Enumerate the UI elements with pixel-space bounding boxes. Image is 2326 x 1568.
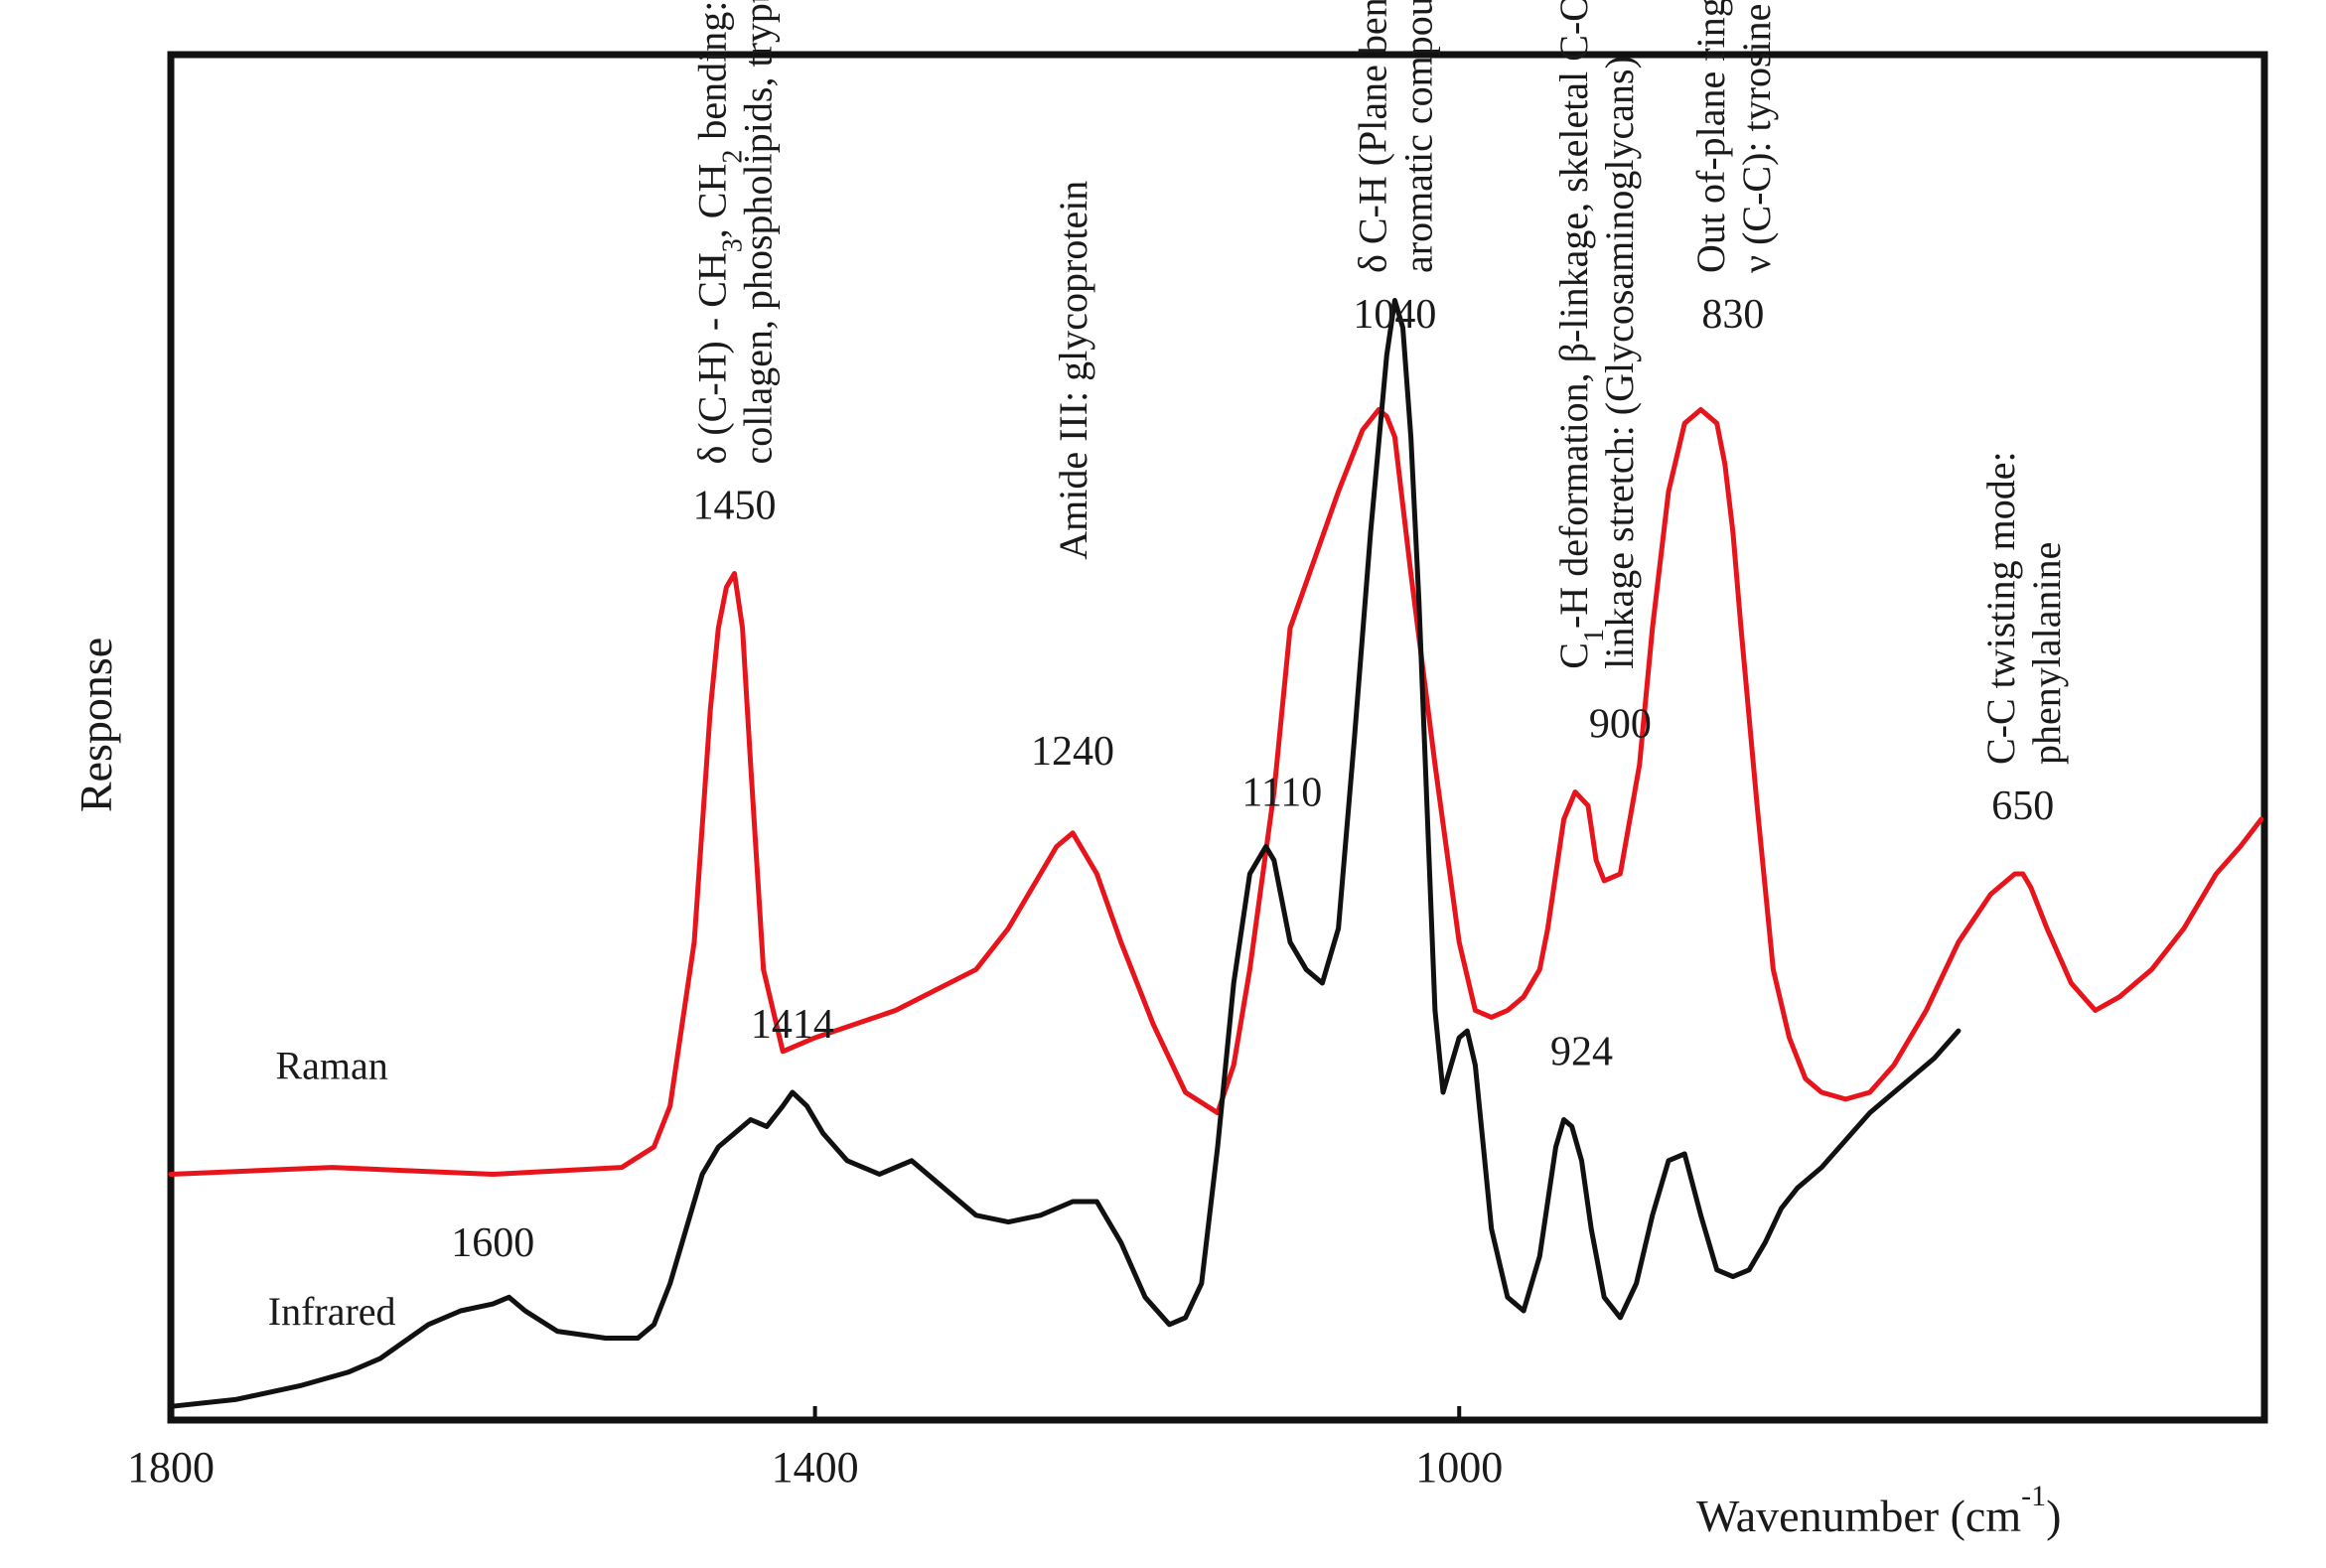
x-tick-label-1800: 1800: [127, 1443, 215, 1492]
peak-label-1600: 1600: [451, 1220, 534, 1266]
peak-label-650: 650: [1991, 784, 2054, 829]
x-tick-label-1400: 1400: [772, 1443, 859, 1492]
peak-label-900: 900: [1589, 702, 1652, 748]
x-axis-title-exponent: -1: [2021, 1480, 2046, 1512]
x-tick-label-1000: 1000: [1415, 1443, 1503, 1492]
band-annotation-ring-breathing: Out of-plane ring breathing ν (C-C): tyro…: [1688, 0, 1779, 273]
band-annotation-line: ν (C-C): tyrosine: [1734, 4, 1779, 273]
y-axis-title: Response: [71, 638, 121, 812]
band-annotation-line: C1-H deformation, β-linkage, skeletal C-…: [1551, 0, 1610, 669]
x-axis-title-main: Wavenumber (cm: [1696, 1491, 2021, 1541]
peak-label-924: 924: [1550, 1030, 1613, 1075]
series-line-raman: [168, 407, 2264, 1177]
band-annotation-line: aromatic compound:: [1395, 0, 1440, 273]
band-annotation-line: δ C-H (Plane bending): [1350, 0, 1394, 273]
peak-label-1450: 1450: [693, 484, 777, 529]
x-axis-title-close: ): [2046, 1491, 2061, 1541]
band-annotation-line: Amide III: glycoprotein: [1051, 181, 1095, 560]
band-annotation-c1h-deformation: C1-H deformation, β-linkage, skeletal C-…: [1551, 0, 1642, 669]
band-annotation-plane-bending: δ C-H (Plane bending) aromatic compound:: [1350, 0, 1440, 273]
band-annotation-line: C-C twisting mode:: [1978, 451, 2023, 765]
series-label-infrared: Infrared: [268, 1289, 396, 1334]
band-annotation-line: linkage stretch: (Glycosaminoglycans): [1597, 56, 1642, 669]
band-annotation-line: collagen, phospholipids, tryptophan: [736, 0, 781, 465]
annotation-layer: Raman Infrared 1450 1240 1110 1040 900 830 650 14…: [268, 0, 2069, 1334]
peak-label-1240: 1240: [1031, 729, 1114, 775]
band-annotation-line: δ (C-H) - CH3, CH2 bending:: [690, 1, 749, 465]
series-line-infrared: [168, 298, 1962, 1409]
series-label-raman: Raman: [275, 1043, 387, 1087]
band-annotation-line: Out of-plane ring breathing: [1688, 0, 1733, 273]
band-annotation-line: phenylalanine: [2024, 542, 2069, 765]
peak-label-1040: 1040: [1353, 292, 1436, 338]
plot-frame: [167, 51, 2268, 1424]
x-axis-title: Wavenumber (cm-1): [1696, 1480, 2061, 1541]
peak-label-830: 830: [1701, 292, 1764, 338]
x-axis-ticks: 1800 1400 1000: [127, 1406, 1503, 1492]
band-annotation-ch-bending: δ (C-H) - CH3, CH2 bending: collagen, pho…: [690, 0, 781, 465]
peak-label-1414: 1414: [751, 1002, 834, 1048]
peak-label-1110: 1110: [1241, 770, 1322, 815]
band-annotation-amide-iii: Amide III: glycoprotein: [1051, 181, 1095, 560]
band-annotation-cc-twisting: C-C twisting mode: phenylalanine: [1978, 451, 2069, 765]
series-layer: [168, 298, 2264, 1409]
